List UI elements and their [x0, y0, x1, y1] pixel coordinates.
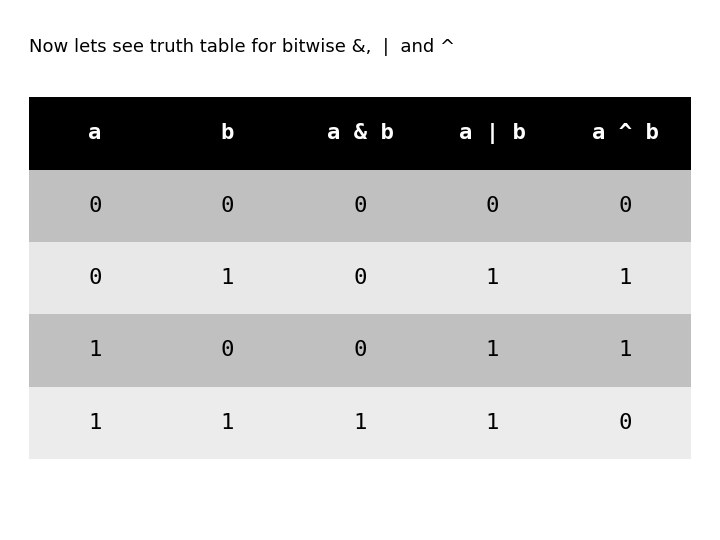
Text: 1: 1 — [354, 413, 366, 433]
Text: 1: 1 — [486, 268, 499, 288]
Text: Now lets see truth table for bitwise &,  |  and ^: Now lets see truth table for bitwise &, … — [29, 38, 455, 56]
Text: 0: 0 — [354, 195, 366, 216]
Text: 0: 0 — [618, 195, 631, 216]
Text: 1: 1 — [486, 413, 499, 433]
Text: 0: 0 — [618, 413, 631, 433]
Text: 0: 0 — [354, 340, 366, 361]
Text: 0: 0 — [354, 268, 366, 288]
Text: 1: 1 — [618, 340, 631, 361]
Text: 1: 1 — [486, 340, 499, 361]
Text: 1: 1 — [618, 268, 631, 288]
Text: a & b: a & b — [327, 123, 393, 144]
Text: 0: 0 — [221, 340, 234, 361]
Text: 1: 1 — [89, 340, 102, 361]
Text: a | b: a | b — [459, 123, 526, 144]
Text: 0: 0 — [486, 195, 499, 216]
Text: a ^ b: a ^ b — [592, 123, 658, 144]
Text: 0: 0 — [89, 195, 102, 216]
Text: 0: 0 — [89, 268, 102, 288]
Text: b: b — [221, 123, 234, 144]
Text: 1: 1 — [89, 413, 102, 433]
Text: 1: 1 — [221, 413, 234, 433]
Text: a: a — [89, 123, 102, 144]
Text: 1: 1 — [221, 268, 234, 288]
Text: 0: 0 — [221, 195, 234, 216]
